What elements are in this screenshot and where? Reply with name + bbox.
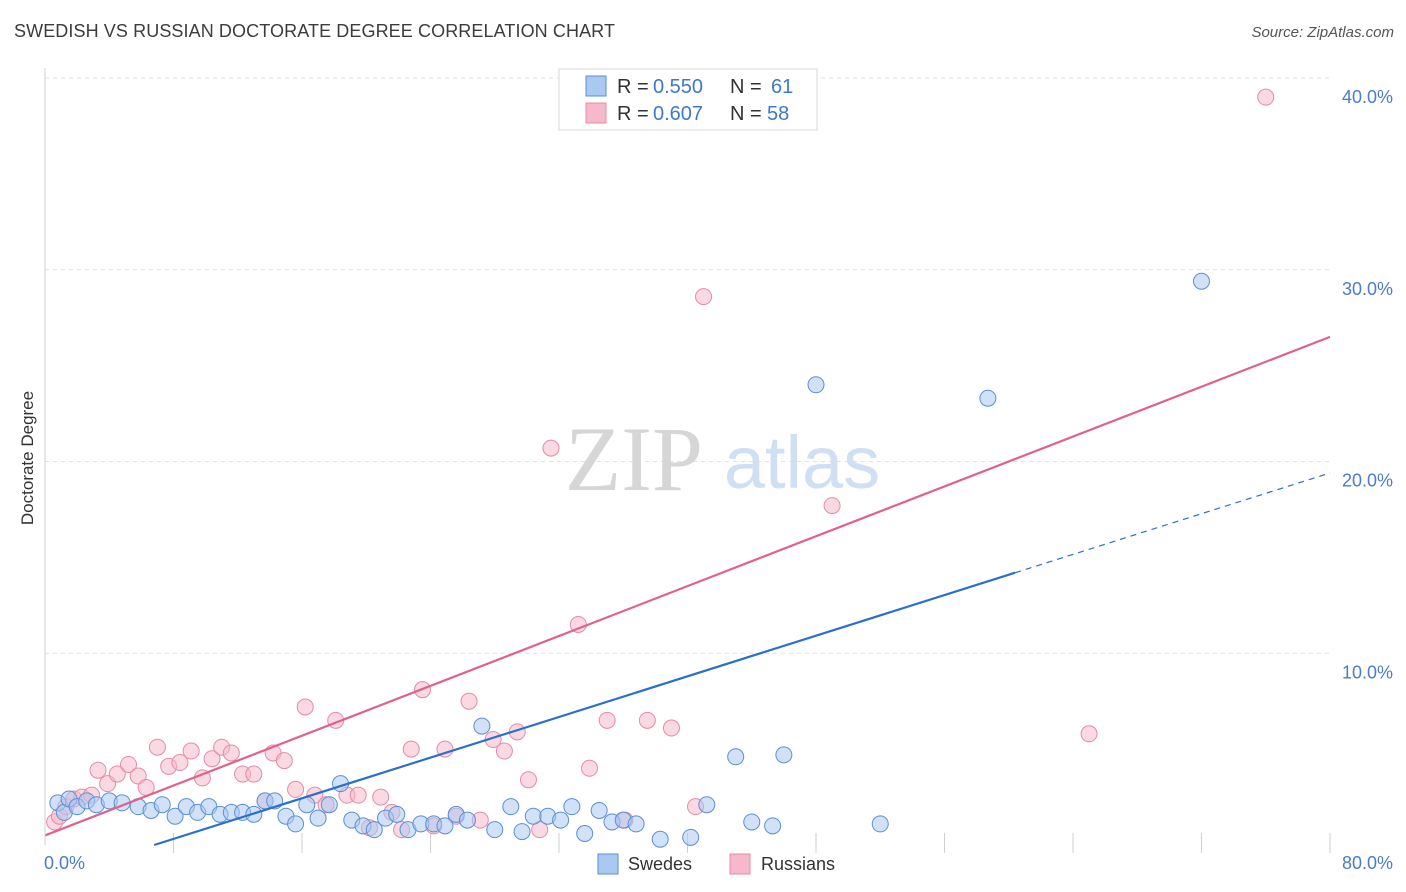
russians-point xyxy=(436,740,454,758)
russians-point xyxy=(1257,88,1275,106)
russians-point xyxy=(89,761,107,779)
swedes-point xyxy=(166,807,184,825)
russians-point xyxy=(148,738,166,756)
russians-point xyxy=(349,786,367,804)
x-tick-label-min: 0.0% xyxy=(44,853,85,873)
watermark-zip: ZIP xyxy=(565,408,703,510)
russians-point xyxy=(598,711,616,729)
swedes-point xyxy=(486,821,504,839)
legend-r-label-swedes: R = xyxy=(617,76,649,98)
y-tick-label: 30.0% xyxy=(1342,279,1393,299)
y-tick-label: 10.0% xyxy=(1342,662,1393,682)
swedes-point xyxy=(807,376,825,394)
russians-point xyxy=(1080,725,1098,743)
bottom-legend-label-russians: Russians xyxy=(761,854,835,874)
source-credit: Source: ZipAtlas.com xyxy=(1251,24,1394,41)
russians-point xyxy=(372,788,390,806)
swedes-trend-extension xyxy=(1014,472,1331,574)
y-tick-label: 20.0% xyxy=(1342,471,1393,491)
swedes-point xyxy=(320,796,338,814)
swedes-point xyxy=(309,809,327,827)
legend-n-value-russians: 58 xyxy=(767,103,789,125)
russians-point xyxy=(275,752,293,770)
legend-n-label-russians: N = xyxy=(730,103,762,125)
bottom-legend-swatch-russians xyxy=(729,853,751,875)
russians-point xyxy=(182,742,200,760)
swedes-point xyxy=(764,817,782,835)
y-tick-label: 40.0% xyxy=(1342,87,1393,107)
trend-lines xyxy=(44,335,1331,847)
swedes-point xyxy=(502,798,520,816)
russians-point xyxy=(171,754,189,772)
swedes-point xyxy=(473,717,491,735)
swedes-point xyxy=(436,817,454,835)
russians-point xyxy=(222,744,240,762)
legend-r-value-russians: 0.607 xyxy=(653,103,703,125)
russians-point xyxy=(402,740,420,758)
russians-point xyxy=(695,288,713,306)
swedes-point xyxy=(552,811,570,829)
russians-point xyxy=(662,719,680,737)
swedes-point xyxy=(743,813,761,831)
swedes-point xyxy=(627,815,645,833)
swedes-point xyxy=(727,748,745,766)
swedes-point xyxy=(513,823,531,841)
watermark-atlas: atlas xyxy=(724,421,880,504)
swedes-point xyxy=(979,389,997,407)
swedes-point xyxy=(524,807,542,825)
swedes-point xyxy=(698,796,716,814)
swedes-trend-line xyxy=(153,571,1016,847)
russians-point xyxy=(203,750,221,768)
swedes-point xyxy=(775,746,793,764)
legend-r-value-swedes: 0.550 xyxy=(653,76,703,98)
swedes-point xyxy=(287,815,305,833)
swedes-point xyxy=(871,815,889,833)
swedes-points xyxy=(49,272,1210,848)
russians-point xyxy=(287,780,305,798)
y-axis-label: Doctorate Degree xyxy=(18,391,37,525)
swedes-point xyxy=(153,796,171,814)
swedes-point xyxy=(1193,272,1210,290)
russians-point xyxy=(245,765,263,783)
russians-point xyxy=(129,767,147,785)
russians-point xyxy=(823,497,841,515)
axes: 10.0% 20.0% 30.0% 40.0% 0.0% 80.0% xyxy=(44,68,1393,873)
russians-trend-line xyxy=(44,335,1331,837)
swedes-point xyxy=(458,811,476,829)
legend-r-label-russians: R = xyxy=(617,103,649,125)
swedes-point xyxy=(563,798,581,816)
legend-n-value-swedes: 61 xyxy=(771,76,793,98)
russians-point xyxy=(108,765,126,783)
bottom-legend: Swedes Russians xyxy=(597,853,835,875)
chart-title: SWEDISH VS RUSSIAN DOCTORATE DEGREE CORR… xyxy=(14,21,616,41)
swedes-point xyxy=(682,828,700,846)
russians-point xyxy=(495,742,513,760)
legend-swatch-russians xyxy=(585,102,607,124)
bottom-legend-swatch-swedes xyxy=(597,853,619,875)
russians-point xyxy=(519,771,537,789)
swedes-point xyxy=(651,830,669,848)
swedes-point xyxy=(590,801,608,819)
russians-point xyxy=(296,698,314,716)
x-tick-label-max: 80.0% xyxy=(1342,853,1393,873)
swedes-point xyxy=(388,805,406,823)
swedes-point xyxy=(576,824,594,842)
russians-point xyxy=(120,755,138,773)
russians-point xyxy=(581,759,599,777)
legend-n-label-swedes: N = xyxy=(730,76,762,98)
legend-swatch-swedes xyxy=(585,75,607,97)
russians-point xyxy=(638,711,656,729)
bottom-legend-label-swedes: Swedes xyxy=(628,854,692,874)
watermark: ZIP atlas xyxy=(565,408,880,510)
legend: R = 0.550 N = 61 R = 0.607 N = 58 xyxy=(558,68,818,131)
russians-point xyxy=(542,439,560,457)
russians-point xyxy=(460,692,478,710)
swedes-point xyxy=(365,821,383,839)
